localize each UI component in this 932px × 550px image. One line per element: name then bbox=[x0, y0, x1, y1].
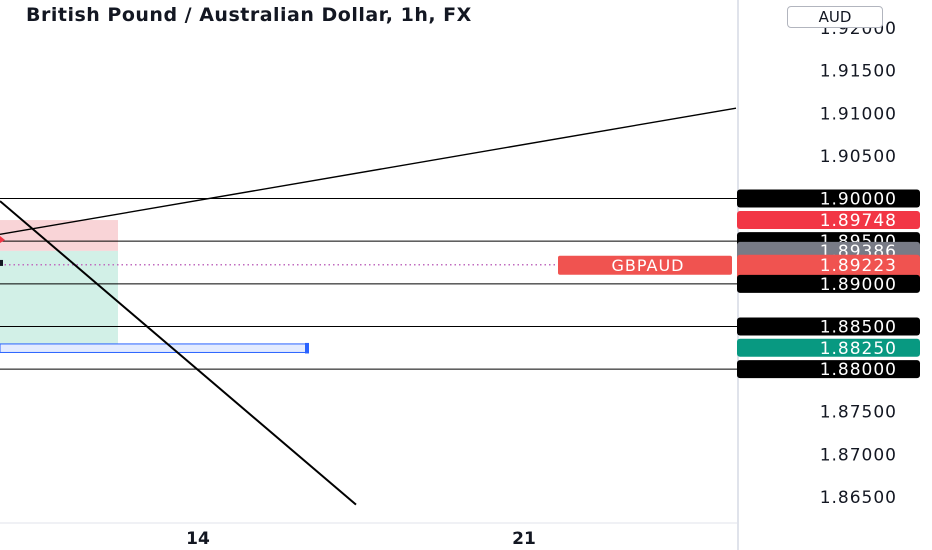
highlight-range-box[interactable] bbox=[0, 343, 309, 353]
symbol-tag-label: GBPAUD bbox=[612, 256, 685, 275]
price-axis-label-text: 1.90000 bbox=[820, 190, 897, 210]
price-tick-label: 1.91000 bbox=[820, 104, 897, 124]
price-tick-label: 1.87500 bbox=[820, 403, 897, 423]
price-axis-label bbox=[737, 360, 920, 379]
chart-title: British Pound / Australian Dollar, 1h, F… bbox=[26, 4, 472, 26]
price-axis-label-text: 1.88000 bbox=[820, 360, 897, 380]
time-tick-label: 21 bbox=[512, 529, 536, 549]
candle-mark-red bbox=[0, 236, 5, 243]
price-axis-label-text: 1.88250 bbox=[820, 339, 897, 359]
price-axis-label-text: 1.89748 bbox=[820, 211, 897, 231]
candle-mark bbox=[0, 259, 3, 266]
price-axis-label bbox=[737, 189, 920, 208]
currency-button[interactable]: AUD bbox=[787, 6, 883, 28]
trendline[interactable] bbox=[0, 107, 737, 236]
price-tick-label: 1.91500 bbox=[820, 62, 897, 82]
price-axis-label bbox=[737, 274, 920, 293]
price-tick-label: 1.90500 bbox=[820, 147, 897, 167]
price-axis-label bbox=[737, 338, 920, 357]
take-profit-zone[interactable] bbox=[0, 250, 118, 347]
price-axis-label-text: 1.88500 bbox=[820, 317, 897, 337]
price-axis-label bbox=[737, 211, 920, 230]
price-axis-label-text: 1.89223 bbox=[820, 256, 897, 276]
trendline[interactable] bbox=[0, 200, 357, 506]
price-tick-label: 1.86500 bbox=[820, 488, 897, 508]
price-axis-label-text: 1.89000 bbox=[820, 275, 897, 295]
time-tick-label: 14 bbox=[186, 529, 210, 549]
price-tick-label: 1.87000 bbox=[820, 445, 897, 465]
range-handle[interactable] bbox=[305, 342, 309, 354]
symbol-tag bbox=[558, 255, 732, 275]
stop-loss-zone[interactable] bbox=[0, 220, 118, 251]
price-axis-label bbox=[737, 317, 920, 336]
